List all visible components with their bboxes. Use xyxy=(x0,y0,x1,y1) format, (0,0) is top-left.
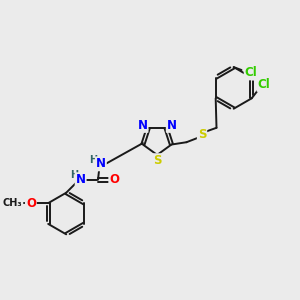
Text: N: N xyxy=(138,119,148,132)
Text: S: S xyxy=(198,128,206,141)
Text: N: N xyxy=(96,158,106,170)
Text: N: N xyxy=(76,173,85,186)
Text: CH₃: CH₃ xyxy=(3,198,22,208)
Text: Cl: Cl xyxy=(244,66,257,80)
Text: H: H xyxy=(89,155,97,165)
Text: S: S xyxy=(154,154,162,167)
Text: H: H xyxy=(70,170,78,180)
Text: N: N xyxy=(167,119,177,132)
Text: O: O xyxy=(26,196,36,210)
Text: O: O xyxy=(110,173,119,186)
Text: Cl: Cl xyxy=(257,78,270,91)
